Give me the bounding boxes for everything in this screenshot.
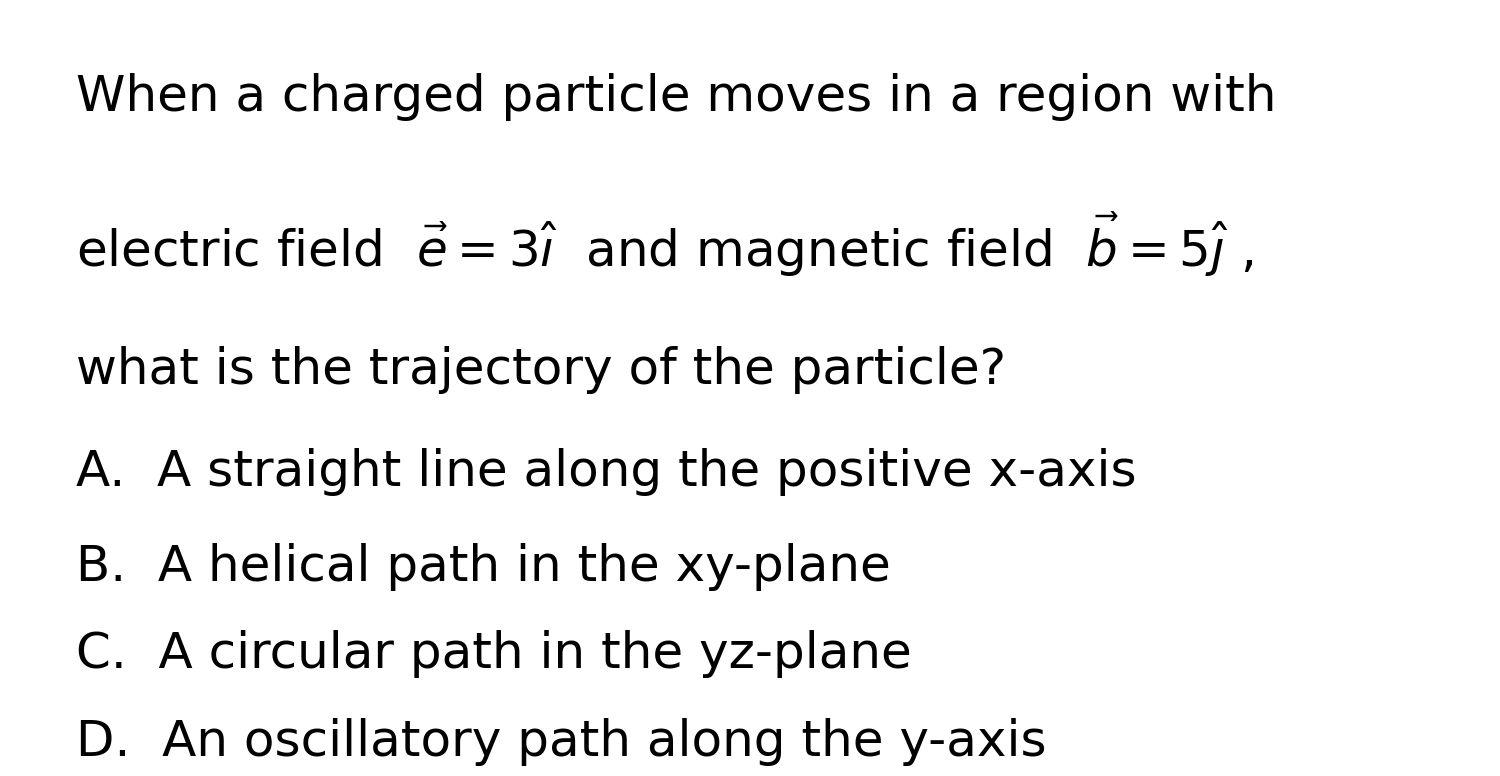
Text: D.  An oscillatory path along the y-axis: D. An oscillatory path along the y-axis xyxy=(76,718,1047,766)
Text: B.  A helical path in the xy-plane: B. A helical path in the xy-plane xyxy=(76,542,891,591)
Text: electric field  $\vec{e} = 3\hat{\imath}$  and magnetic field  $\vec{b} = 5\hat{: electric field $\vec{e} = 3\hat{\imath}$… xyxy=(76,211,1254,279)
Text: C.  A circular path in the yz-plane: C. A circular path in the yz-plane xyxy=(76,630,912,678)
Text: A.  A straight line along the positive x-axis: A. A straight line along the positive x-… xyxy=(76,448,1137,496)
Text: what is the trajectory of the particle?: what is the trajectory of the particle? xyxy=(76,346,1006,394)
Text: When a charged particle moves in a region with: When a charged particle moves in a regio… xyxy=(76,73,1276,120)
